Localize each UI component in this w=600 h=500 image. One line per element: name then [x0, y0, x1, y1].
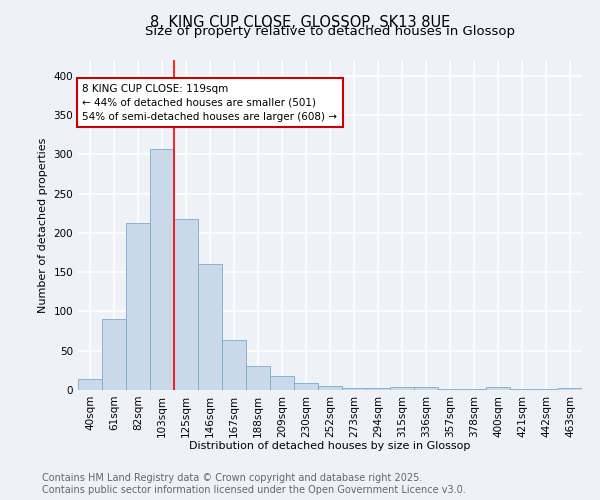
Bar — [366, 388, 390, 390]
Bar — [174, 218, 198, 390]
Bar — [438, 389, 462, 390]
Bar — [150, 149, 174, 390]
Bar — [462, 389, 486, 390]
Bar — [558, 388, 582, 390]
Bar — [534, 389, 558, 390]
Bar — [246, 366, 270, 390]
Title: Size of property relative to detached houses in Glossop: Size of property relative to detached ho… — [145, 25, 515, 38]
Text: Contains HM Land Registry data © Crown copyright and database right 2025.
Contai: Contains HM Land Registry data © Crown c… — [42, 474, 466, 495]
Bar — [318, 386, 342, 390]
Bar — [486, 387, 510, 390]
Bar — [78, 379, 102, 390]
Bar — [342, 388, 366, 390]
Bar — [126, 224, 150, 390]
Bar — [270, 376, 294, 390]
Bar — [102, 320, 126, 390]
Text: 8 KING CUP CLOSE: 119sqm
← 44% of detached houses are smaller (501)
54% of semi-: 8 KING CUP CLOSE: 119sqm ← 44% of detach… — [82, 84, 337, 122]
Bar — [222, 340, 246, 390]
Y-axis label: Number of detached properties: Number of detached properties — [38, 138, 48, 312]
Bar — [294, 383, 318, 390]
Bar — [414, 387, 438, 390]
Bar — [198, 264, 222, 390]
Bar — [390, 387, 414, 390]
Text: 8, KING CUP CLOSE, GLOSSOP, SK13 8UE: 8, KING CUP CLOSE, GLOSSOP, SK13 8UE — [150, 15, 450, 30]
X-axis label: Distribution of detached houses by size in Glossop: Distribution of detached houses by size … — [190, 441, 470, 451]
Bar — [510, 389, 534, 390]
